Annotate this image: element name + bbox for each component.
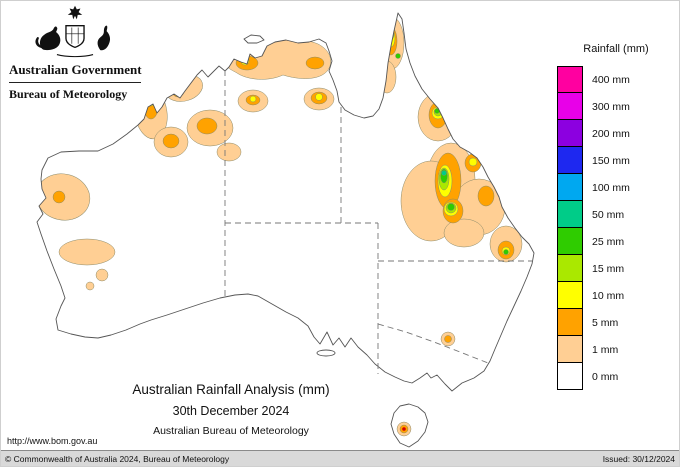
legend-label: 50 mm [592,208,625,221]
legend-label: 200 mm [592,127,630,140]
legend-swatch [557,363,583,390]
legend-entry: 300 mm [557,93,675,120]
legend-entry: 15 mm [557,255,675,282]
legend-label: 10 mm [592,289,625,302]
state-borders [224,70,532,374]
legend-swatch [557,174,583,201]
copyright-text: © Commonwealth of Australia 2024, Bureau… [5,453,230,464]
bom-url: http://www.bom.gov.au [7,436,98,446]
legend-entry: 150 mm [557,147,675,174]
legend-swatch [557,93,583,120]
caption-title: Australian Rainfall Analysis (mm) [132,382,330,397]
issued-text: Issued: 30/12/2024 [602,453,675,464]
legend-entry: 25 mm [557,228,675,255]
legend-label: 25 mm [592,235,625,248]
legend-swatch [557,120,583,147]
legend-entry: 1 mm [557,336,675,363]
legend-entry: 5 mm [557,309,675,336]
legend-scale: 400 mm 300 mm 200 mm 150 mm 100 mm 50 mm 25 mm… [557,66,675,390]
legend-label: 300 mm [592,100,630,113]
bureau-title: Bureau of Meteorology [9,87,128,101]
legend-title: Rainfall (mm) [583,43,649,55]
melville-island [243,34,265,44]
tasmania-coastline [390,403,429,448]
government-title: Australian Government [9,62,142,83]
legend-entry: 100 mm [557,174,675,201]
map-caption: Australian Rainfall Analysis (mm) 30th D… [41,382,421,437]
legend-label: 100 mm [592,181,630,194]
legend-label: 0 mm [592,370,619,383]
legend-entry: 50 mm [557,201,675,228]
legend-label: 1 mm [592,343,619,356]
legend-entry: 0 mm [557,363,675,390]
legend-entry: 400 mm [557,66,675,93]
legend-entry: 10 mm [557,282,675,309]
government-header: Australian Government Bureau of Meteorol… [9,4,142,102]
legend-label: 15 mm [592,262,625,275]
australia-coastline [36,12,535,448]
kangaroo-island [316,349,336,357]
australian-coat-of-arms-icon [35,5,111,58]
caption-date: 30th December 2024 [172,404,290,418]
legend-swatch [557,147,583,174]
legend-label: 5 mm [592,316,619,329]
legend-label: 150 mm [592,154,630,167]
legend-entry: 200 mm [557,120,675,147]
legend-label: 400 mm [592,73,630,86]
legend-swatch [557,228,583,255]
legend-swatch [557,201,583,228]
rainfall-legend: Rainfall (mm) 400 mm 300 mm 200 mm 150 mm 10… [557,43,675,390]
caption-agency: Australian Bureau of Meteorology [153,425,309,437]
legend-swatch [557,282,583,309]
legend-swatch [557,66,583,93]
legend-swatch [557,255,583,282]
footer-bar: © Commonwealth of Australia 2024, Bureau… [1,450,679,466]
legend-swatch [557,336,583,363]
legend-swatch [557,309,583,336]
